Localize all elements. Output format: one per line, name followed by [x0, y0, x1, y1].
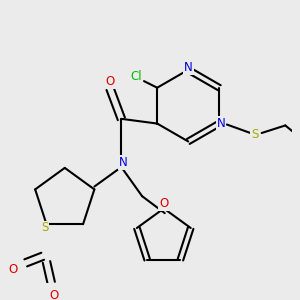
Text: O: O [50, 290, 58, 300]
Text: S: S [251, 128, 259, 141]
Text: N: N [184, 61, 193, 74]
Text: S: S [41, 221, 48, 235]
Text: N: N [119, 156, 128, 169]
Text: O: O [8, 263, 17, 276]
Text: N: N [217, 117, 226, 130]
Text: O: O [105, 75, 115, 88]
Text: O: O [159, 197, 168, 210]
Text: Cl: Cl [130, 70, 142, 83]
